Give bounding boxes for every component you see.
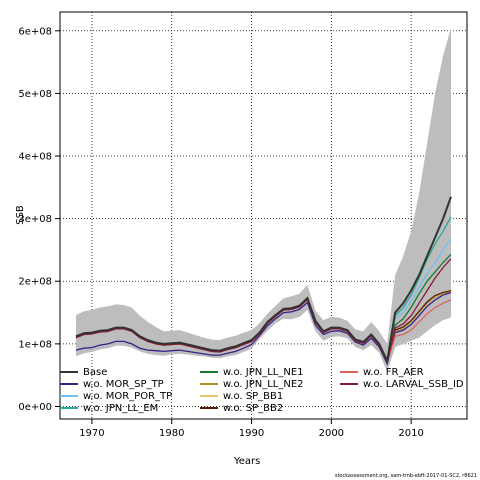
legend-item: Base — [60, 366, 107, 378]
x-tick-label: 1980 — [159, 428, 184, 439]
series-line-base — [75, 196, 452, 365]
y-tick-label: 1e+08 — [18, 339, 52, 350]
plot-frame — [59, 11, 468, 420]
legend-label: w.o. MOR_POR_TP — [83, 390, 173, 402]
x-axis-ticks: 1970 1980 1990 2000 2010 — [79, 419, 424, 439]
legend-item: w.o. MOR_SP_TP — [60, 378, 164, 390]
legend-swatch — [200, 371, 218, 373]
legend-label: w.o. SP_BB1 — [223, 390, 284, 402]
y-tick-label: 6e+08 — [18, 26, 52, 37]
legend-label: w.o. JPN_LL_EM — [83, 402, 159, 414]
legend-label: w.o. JPN_LL_NE2 — [223, 378, 304, 390]
y-tick-label: 2e+08 — [18, 277, 52, 288]
grid-lines — [60, 12, 467, 419]
legend-swatch — [60, 371, 78, 373]
legend-swatch — [60, 395, 78, 397]
legend-item: w.o. SP_BB1 — [200, 390, 283, 402]
y-tick-label: 3e+08 — [18, 214, 52, 225]
series-lines — [75, 196, 452, 366]
legend-label: w.o. JPN_LL_NE1 — [223, 366, 304, 378]
x-tick-label: 2010 — [398, 428, 423, 439]
legend-item: w.o. LARVAL_SSB_ID — [340, 378, 464, 390]
legend-swatch — [60, 383, 78, 385]
legend-item: w.o. JPN_LL_NE1 — [200, 366, 304, 378]
legend-item: w.o. JPN_LL_NE2 — [200, 378, 304, 390]
y-tick-label: 0e+00 — [18, 402, 52, 413]
x-axis-label: Years — [234, 456, 261, 467]
source-credit: stockassessment.org, sam-tmb-ebft-2017-0… — [334, 473, 477, 479]
confidence-band — [76, 27, 451, 372]
x-tick-label: 1990 — [239, 428, 264, 439]
legend-label: w.o. FR_AER — [363, 366, 424, 378]
legend-label: w.o. MOR_SP_TP — [83, 378, 164, 390]
x-tick-label: 1970 — [79, 428, 104, 439]
legend-swatch — [340, 383, 358, 385]
confidence-band-area — [76, 27, 451, 372]
legend: Base w.o. MOR_SP_TP w.o. MOR_POR_TP w.o. JP… — [60, 366, 480, 414]
legend-item: w.o. JPN_LL_EM — [60, 402, 158, 414]
y-tick-label: 4e+08 — [18, 152, 52, 163]
legend-item: w.o. FR_AER — [340, 366, 424, 378]
legend-swatch — [200, 395, 218, 397]
legend-swatch — [200, 383, 218, 385]
legend-item: w.o. MOR_POR_TP — [60, 390, 172, 402]
y-axis-label: SSB — [15, 205, 26, 225]
legend-swatch — [60, 407, 78, 409]
legend-swatch — [340, 371, 358, 373]
legend-label: w.o. LARVAL_SSB_ID — [363, 378, 464, 390]
y-axis-ticks: 0e+00 1e+08 2e+08 3e+08 4e+08 5e+08 6e+08 — [18, 26, 60, 413]
legend-label: w.o. SP_BB2 — [223, 402, 284, 414]
legend-label: Base — [83, 366, 108, 378]
x-tick-label: 2000 — [319, 428, 344, 439]
legend-swatch — [200, 407, 218, 409]
legend-item: w.o. SP_BB2 — [200, 402, 283, 414]
y-tick-label: 5e+08 — [18, 89, 52, 100]
